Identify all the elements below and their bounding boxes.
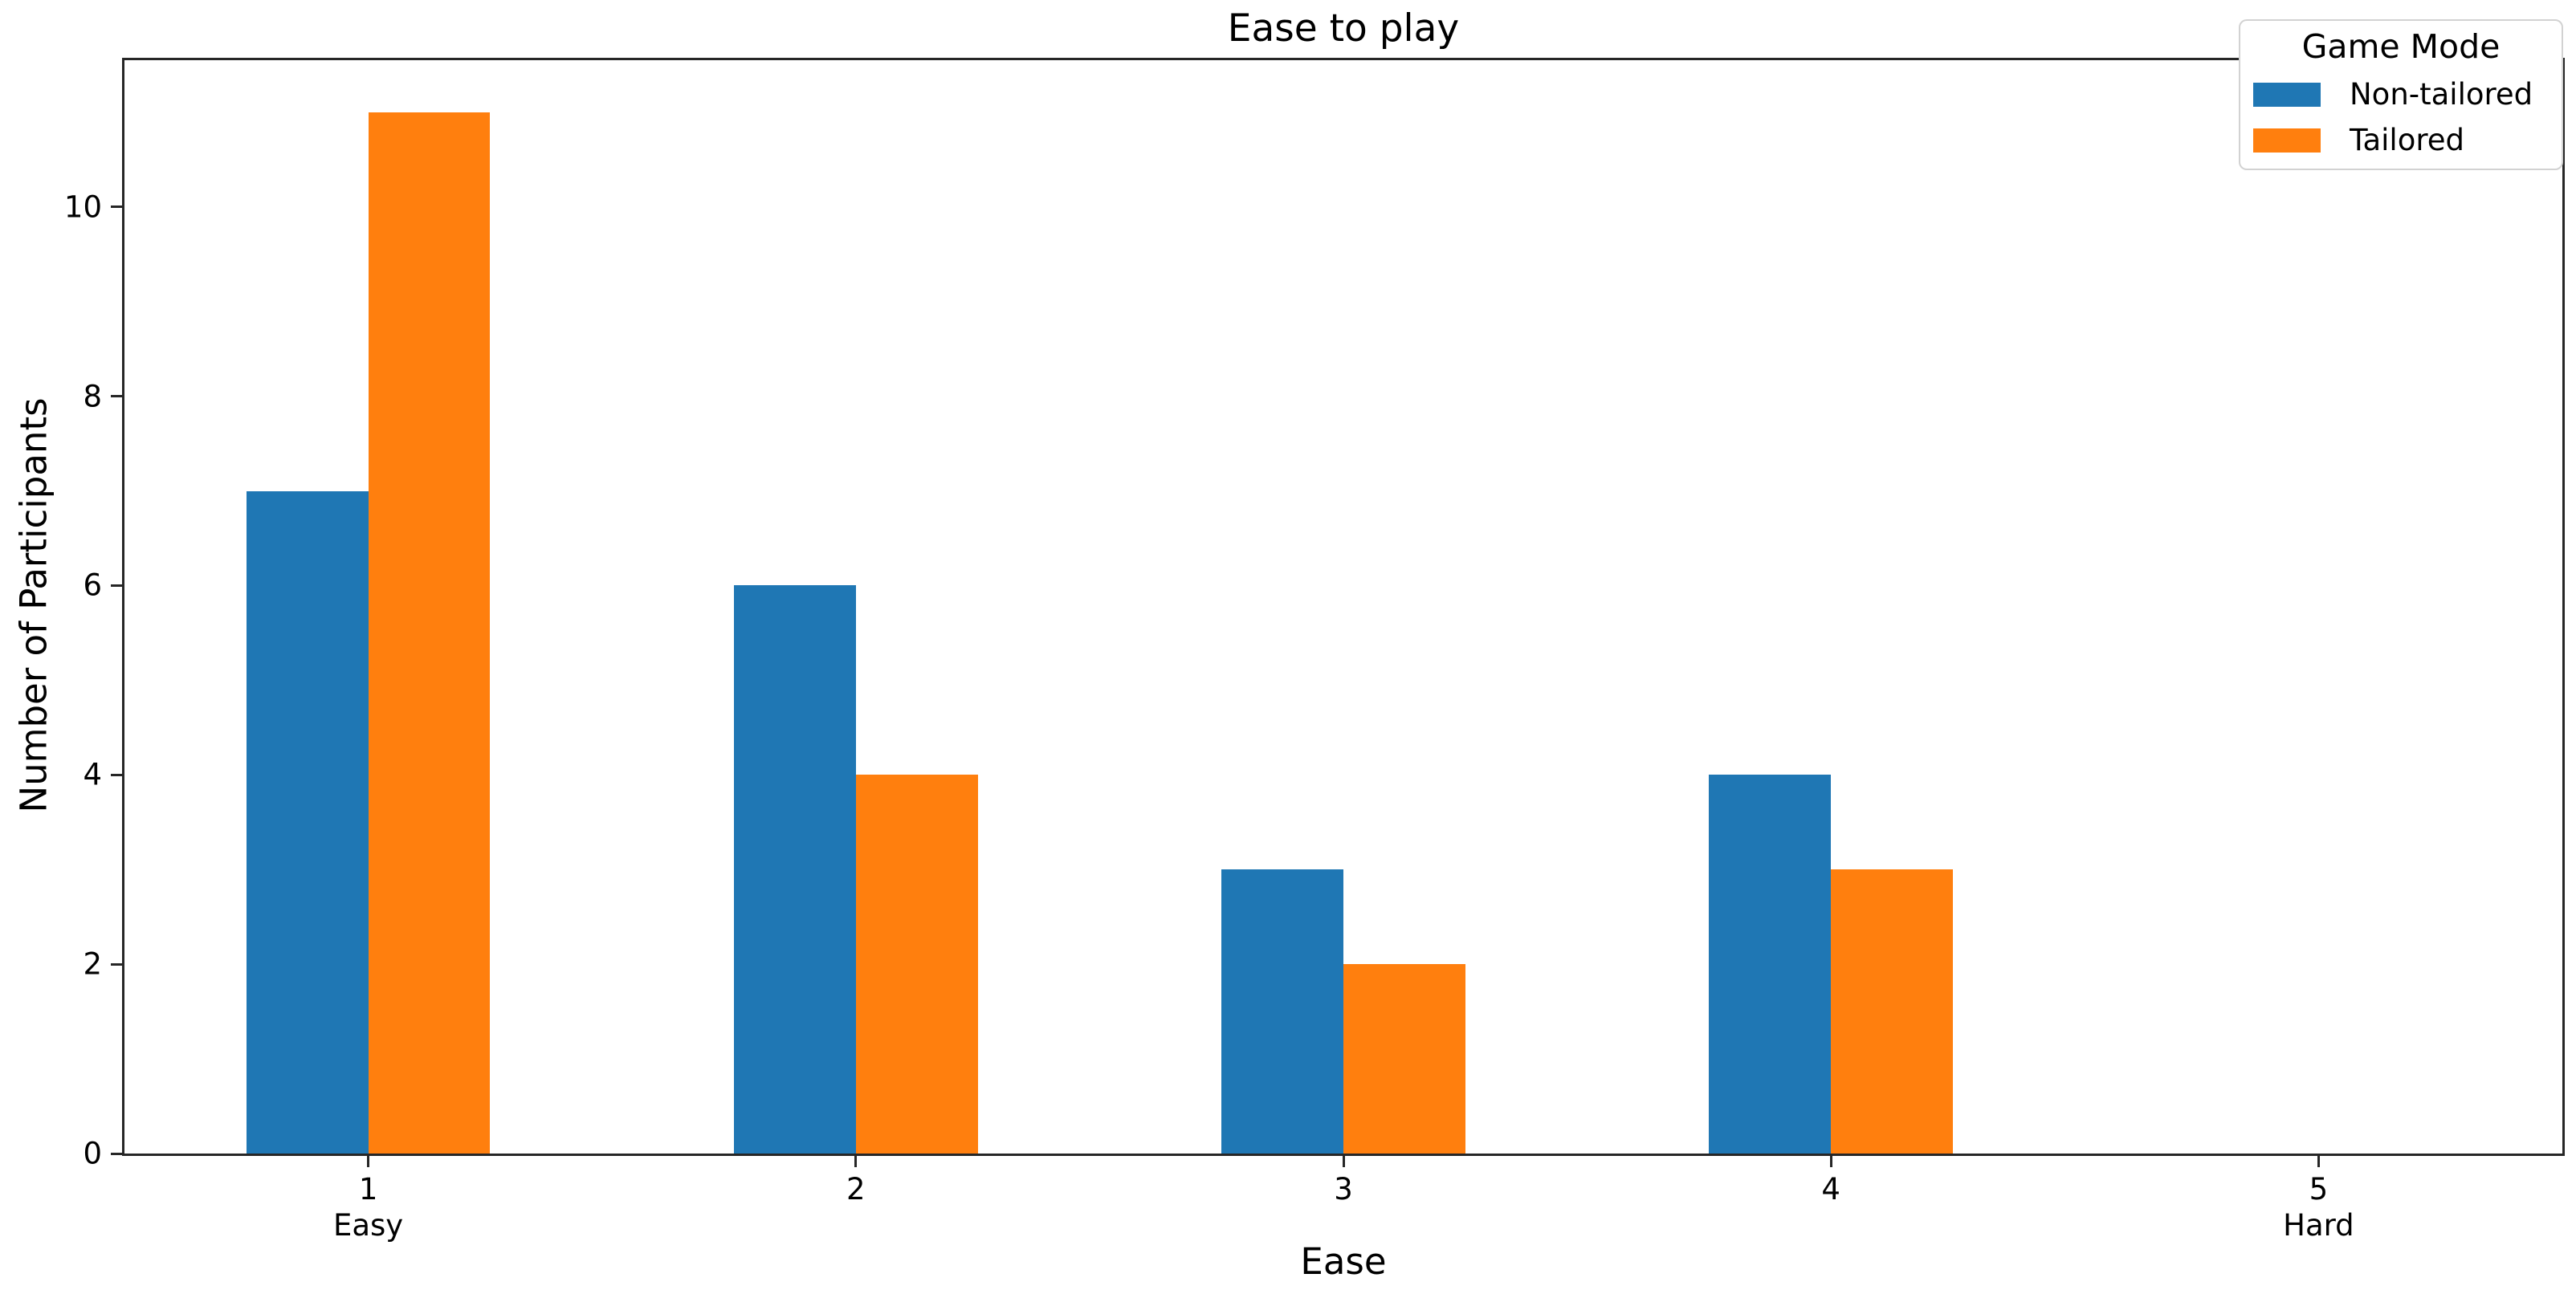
- legend-label: Non-tailored: [2350, 77, 2533, 112]
- legend-entry: Tailored: [2253, 123, 2549, 157]
- y-tick-label: 6: [83, 568, 102, 603]
- legend: Game Mode Non-tailored Tailored: [2239, 19, 2563, 170]
- x-tick-mark: [854, 1156, 858, 1167]
- plot-area: 0 2 4 6 8 10 1 Easy 2 3 4 5 Hard: [64, 58, 2565, 1243]
- bar-tailored-cat1: [368, 112, 491, 1154]
- x-tick-mark: [1342, 1156, 1345, 1167]
- bar-tailored-cat3: [1343, 964, 1465, 1154]
- x-tick-sublabel: Easy: [332, 1208, 404, 1243]
- x-tick-label: 3: [1334, 1172, 1353, 1207]
- y-tick-label: 2: [83, 946, 102, 982]
- legend-title: Game Mode: [2301, 27, 2501, 66]
- bar-non-tailored-cat1: [246, 490, 369, 1154]
- x-tick-label: 1 Easy: [332, 1172, 404, 1243]
- x-tick-mark: [1829, 1156, 1832, 1167]
- x-tick-label: 4: [1821, 1172, 1840, 1207]
- chart-title: Ease to play: [1227, 6, 1460, 51]
- y-axis-title: Number of Participants: [12, 397, 55, 813]
- x-tick-sublabel: Hard: [2283, 1208, 2354, 1243]
- y-tick-label: 10: [63, 189, 102, 225]
- y-tick-mark: [111, 584, 122, 587]
- x-tick-label: 5 Hard: [2283, 1172, 2354, 1243]
- bar-non-tailored-cat3: [1221, 869, 1343, 1154]
- y-tick-mark: [111, 395, 122, 398]
- bar-non-tailored-cat4: [1709, 775, 1832, 1154]
- y-tick-label: 4: [83, 757, 102, 792]
- legend-entry: Non-tailored: [2253, 77, 2549, 112]
- x-axis-title: Ease: [1300, 1240, 1387, 1283]
- legend-entries: Non-tailored Tailored: [2253, 77, 2549, 157]
- bar-tailored-cat4: [1831, 869, 1953, 1154]
- bar-tailored-cat2: [855, 775, 978, 1154]
- x-tick-mark: [2317, 1156, 2320, 1167]
- bar-non-tailored-cat2: [734, 585, 856, 1154]
- x-tick-mark: [367, 1156, 370, 1167]
- legend-swatch-tailored: [2253, 128, 2321, 153]
- y-tick-label: 0: [83, 1136, 102, 1171]
- y-tick-label: 8: [83, 379, 102, 414]
- legend-label: Tailored: [2350, 123, 2464, 157]
- legend-swatch-non-tailored: [2253, 82, 2321, 107]
- x-tick-label: 2: [846, 1172, 866, 1207]
- y-tick-mark: [111, 1152, 122, 1155]
- y-tick-mark: [111, 205, 122, 209]
- y-tick-mark: [111, 773, 122, 776]
- y-tick-mark: [111, 962, 122, 966]
